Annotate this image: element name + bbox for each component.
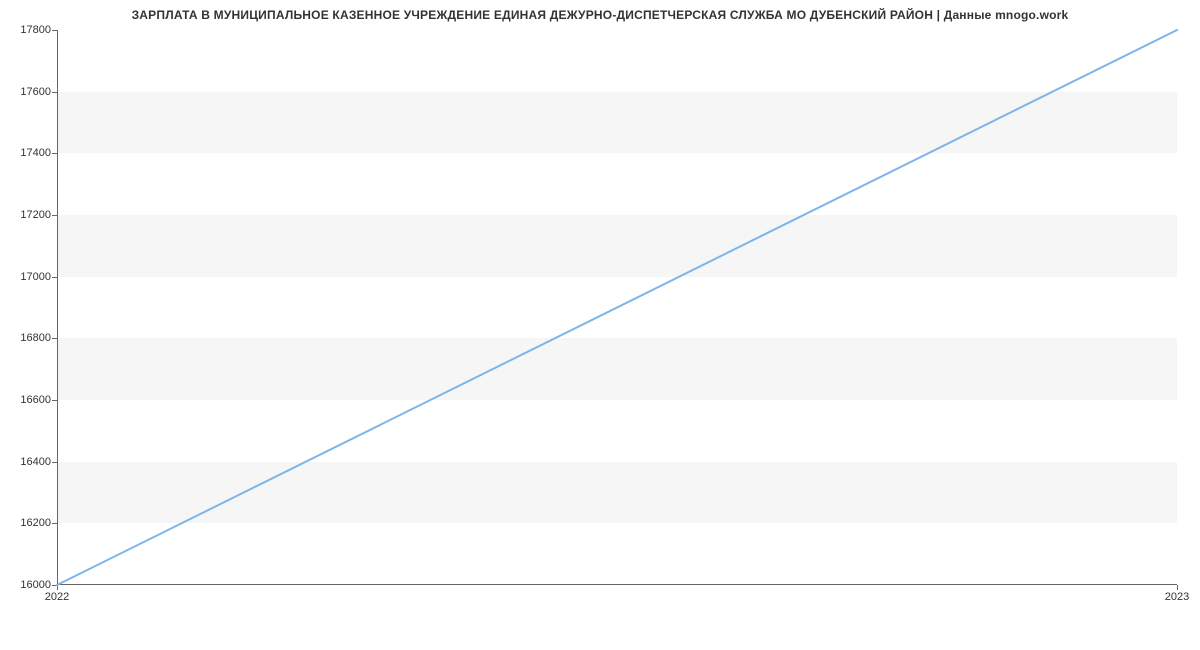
- chart-title: ЗАРПЛАТА В МУНИЦИПАЛЬНОЕ КАЗЕННОЕ УЧРЕЖД…: [0, 8, 1200, 22]
- y-tick-label: 16400: [20, 456, 51, 468]
- series-line: [57, 30, 1177, 585]
- x-tick-label: 2022: [45, 591, 69, 603]
- plot-area: 1600016200164001660016800170001720017400…: [57, 30, 1177, 585]
- y-tick-label: 17800: [20, 24, 51, 36]
- y-tick-label: 17600: [20, 86, 51, 98]
- y-tick-label: 16800: [20, 332, 51, 344]
- y-tick-label: 17000: [20, 271, 51, 283]
- y-tick-label: 16600: [20, 394, 51, 406]
- chart-container: ЗАРПЛАТА В МУНИЦИПАЛЬНОЕ КАЗЕННОЕ УЧРЕЖД…: [0, 0, 1200, 650]
- y-tick-label: 16200: [20, 517, 51, 529]
- line-layer: [57, 30, 1177, 585]
- x-tick-label: 2023: [1165, 591, 1189, 603]
- y-tick-label: 16000: [20, 579, 51, 591]
- x-tick-mark: [1177, 585, 1178, 590]
- y-tick-label: 17400: [20, 147, 51, 159]
- y-tick-label: 17200: [20, 209, 51, 221]
